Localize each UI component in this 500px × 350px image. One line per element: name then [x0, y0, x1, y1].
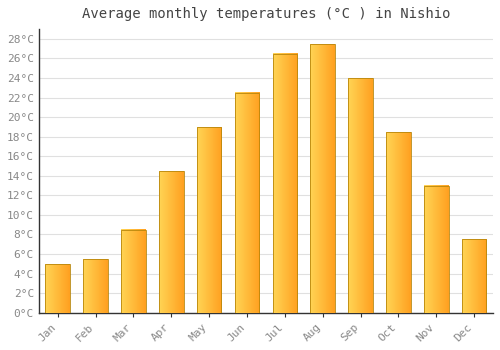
Bar [348, 78, 373, 313]
Bar [424, 186, 448, 313]
Bar [121, 230, 146, 313]
Bar [197, 127, 222, 313]
Bar [159, 171, 184, 313]
Bar [84, 259, 108, 313]
Bar [272, 54, 297, 313]
Bar [386, 132, 410, 313]
Bar [310, 44, 335, 313]
Bar [234, 93, 260, 313]
Bar [46, 264, 70, 313]
Bar [462, 239, 486, 313]
Title: Average monthly temperatures (°C ) in Nishio: Average monthly temperatures (°C ) in Ni… [82, 7, 450, 21]
